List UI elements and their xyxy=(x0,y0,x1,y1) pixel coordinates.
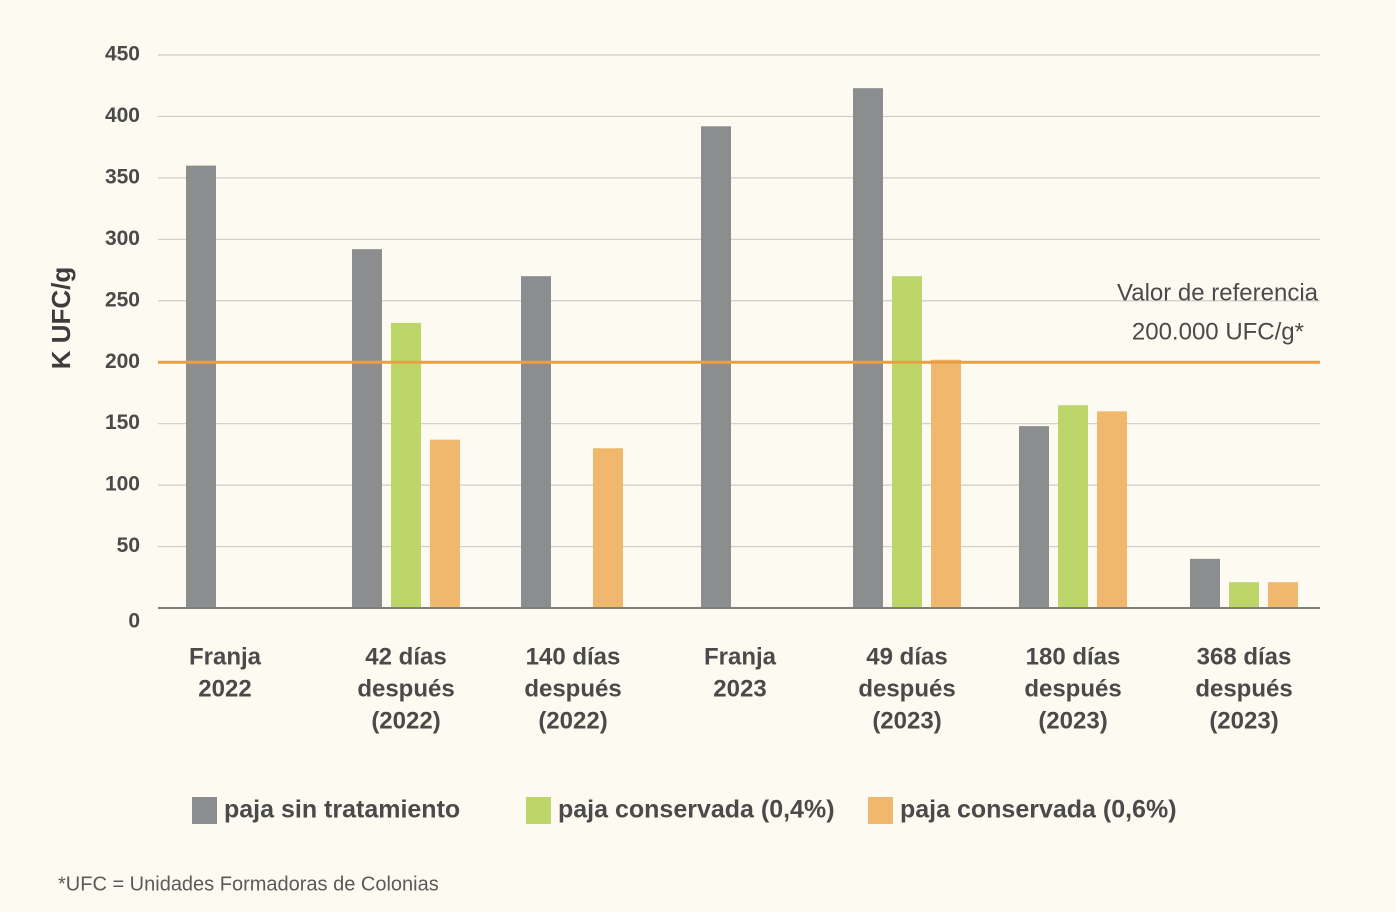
x-category-label: después xyxy=(524,675,621,702)
x-category-label: después xyxy=(1195,675,1292,702)
y-axis-label: K UFC/g xyxy=(46,267,76,370)
bar xyxy=(931,359,961,608)
y-tick-label: 250 xyxy=(105,288,140,311)
reference-line-label: Valor de referencia xyxy=(1117,279,1319,306)
x-category-label: 180 días xyxy=(1026,643,1121,670)
legend-swatch xyxy=(192,797,217,824)
bar xyxy=(1190,558,1220,608)
x-category-label: (2023) xyxy=(1209,707,1278,734)
x-category-label: (2023) xyxy=(872,707,941,734)
bar xyxy=(186,165,216,608)
bar xyxy=(1229,582,1259,608)
bar xyxy=(352,249,382,609)
bar xyxy=(853,88,883,609)
footnote: *UFC = Unidades Formadoras de Colonias xyxy=(58,873,439,895)
x-category-label: 368 días xyxy=(1197,643,1292,670)
y-tick-label: 150 xyxy=(105,411,140,434)
bar xyxy=(892,276,922,608)
x-category-label: (2022) xyxy=(371,707,440,734)
x-category-label: 2022 xyxy=(198,675,251,702)
bar xyxy=(521,276,551,608)
bar xyxy=(1058,405,1088,608)
bar xyxy=(701,126,731,608)
x-category-label: después xyxy=(1024,675,1121,702)
x-category-label: 140 días xyxy=(526,643,621,670)
bar xyxy=(1097,411,1127,608)
reference-line-value-label: 200.000 UFC/g* xyxy=(1132,318,1304,345)
x-category-label: (2022) xyxy=(538,707,607,734)
x-category-label: 49 días xyxy=(866,643,947,670)
bar xyxy=(593,448,623,608)
y-tick-label: 350 xyxy=(105,165,140,188)
bar xyxy=(430,439,460,608)
y-tick-label: 450 xyxy=(105,43,140,66)
y-tick-label: 200 xyxy=(105,350,140,373)
x-category-label: 42 días xyxy=(365,643,446,670)
y-tick-label: 400 xyxy=(105,104,140,127)
legend-label: paja conservada (0,4%) xyxy=(558,796,835,824)
x-category-label: Franja xyxy=(704,643,777,670)
x-category-label: 2023 xyxy=(713,675,766,702)
legend-label: paja conservada (0,6%) xyxy=(900,796,1177,824)
y-tick-label: 100 xyxy=(105,473,140,496)
bar xyxy=(391,322,421,608)
y-tick-label: 50 xyxy=(117,534,140,557)
legend-swatch xyxy=(526,797,551,824)
y-tick-label: 0 xyxy=(128,610,140,633)
x-category-label: después xyxy=(858,675,955,702)
x-category-label: Franja xyxy=(189,643,262,670)
x-category-label: después xyxy=(357,675,454,702)
y-tick-label: 300 xyxy=(105,227,140,250)
bar xyxy=(1268,582,1298,608)
legend-swatch xyxy=(868,797,893,824)
legend-label: paja sin tratamiento xyxy=(224,796,460,824)
bar xyxy=(1019,426,1049,608)
x-category-label: (2023) xyxy=(1038,707,1107,734)
